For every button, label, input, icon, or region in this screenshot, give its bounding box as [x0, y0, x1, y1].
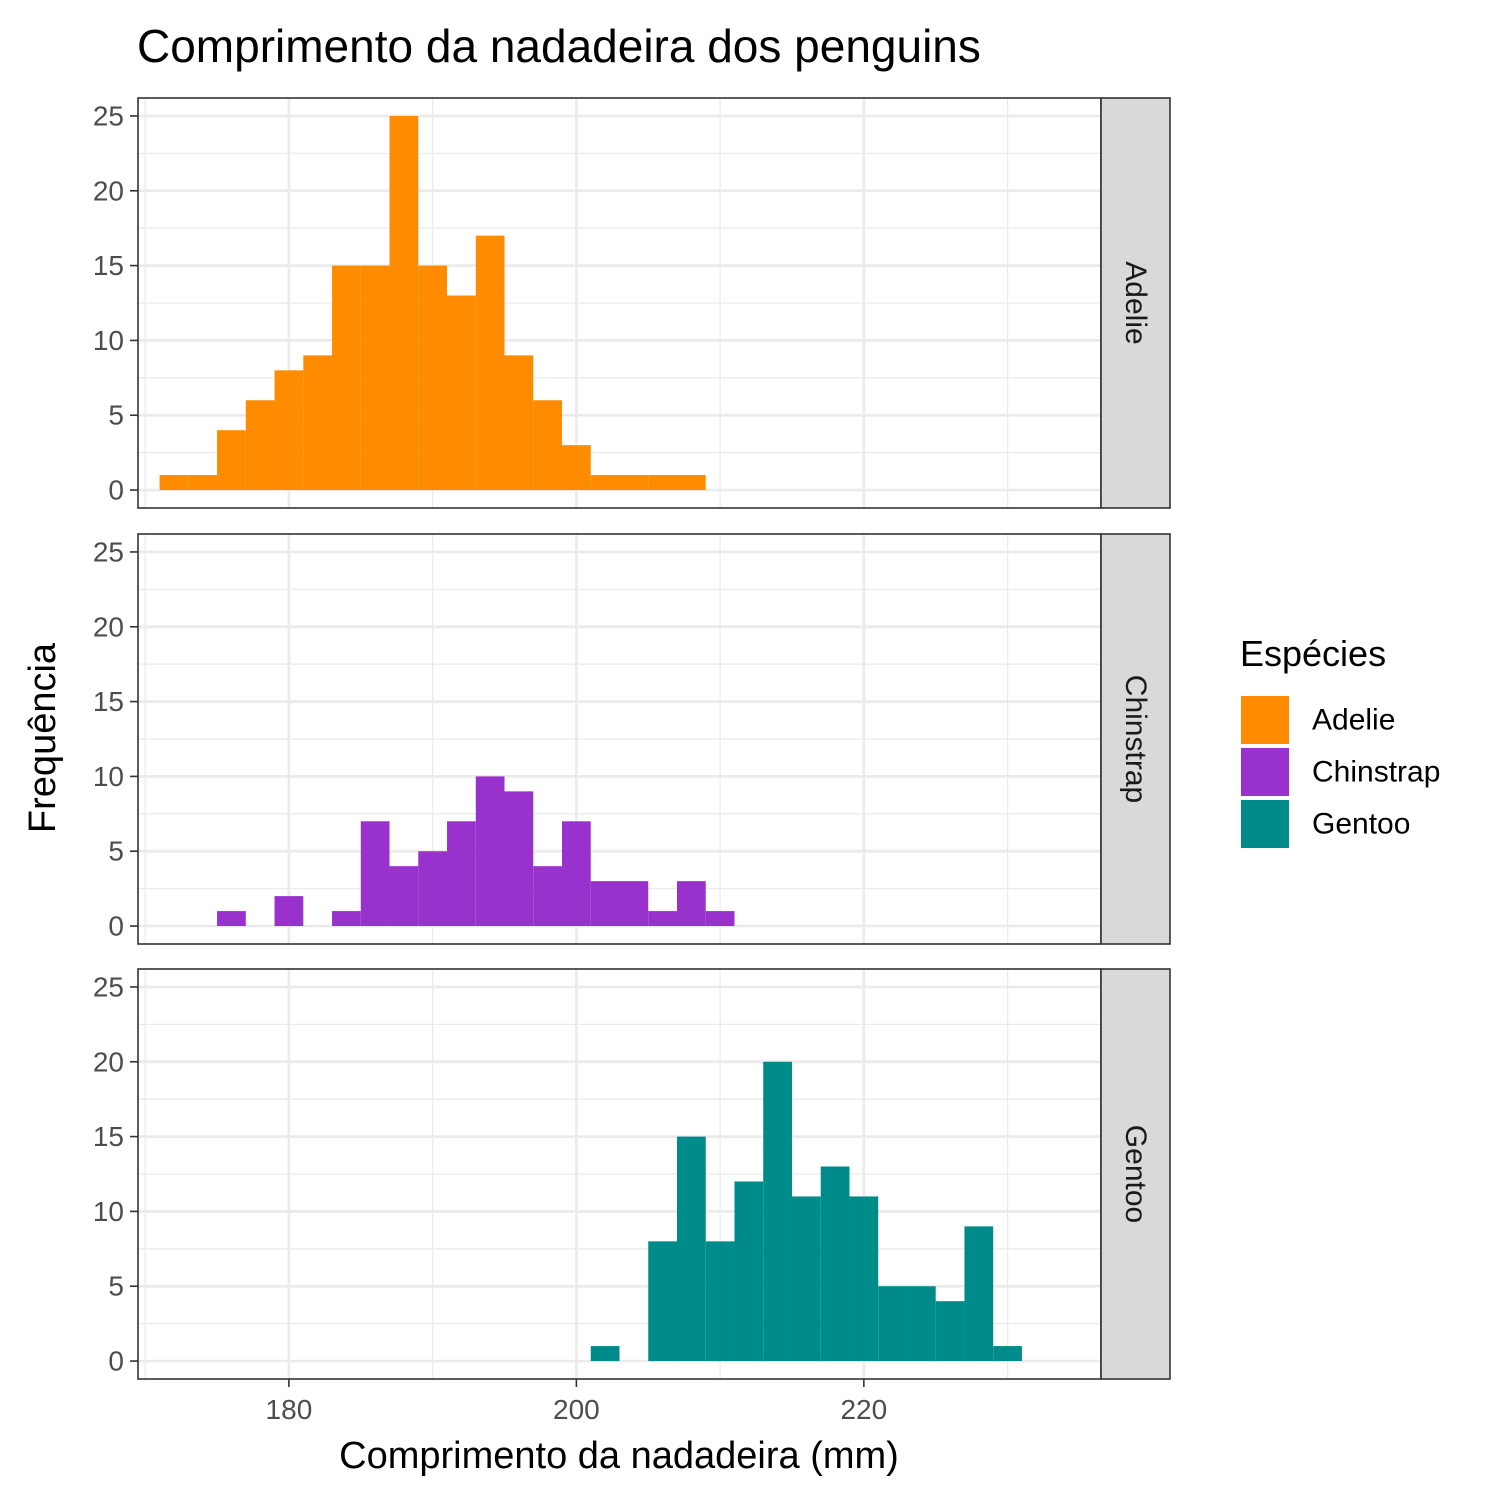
histogram-bar: [590, 881, 620, 927]
histogram-bar: [849, 1196, 879, 1362]
histogram-bar: [418, 265, 448, 491]
y-tick-label: 25: [93, 100, 124, 131]
histogram-bar: [217, 911, 246, 927]
facet-panels: Adelie0510152025Chinstrap0510152025Gento…: [93, 97, 1171, 1380]
histogram-bar: [562, 821, 591, 927]
y-tick-label: 20: [93, 611, 124, 642]
histogram-bar: [360, 265, 390, 491]
histogram-bar: [447, 295, 476, 491]
histogram-bar: [590, 1346, 620, 1362]
legend-label: Gentoo: [1312, 808, 1410, 841]
x-axis: 180 200 220: [266, 1379, 887, 1425]
histogram-bar: [763, 1061, 792, 1362]
histogram-bar: [619, 475, 649, 491]
x-axis-title: Comprimento da nadadeira (mm): [339, 1435, 899, 1477]
histogram-bar: [533, 866, 563, 927]
histogram-bar: [734, 1181, 764, 1362]
y-tick-label: 5: [108, 1271, 124, 1302]
y-tick-label: 5: [108, 400, 124, 431]
y-tick-label: 0: [108, 475, 124, 506]
histogram-bar: [906, 1286, 936, 1362]
facet-strip: [1100, 968, 1171, 1380]
histogram-bar: [705, 1241, 735, 1362]
facet-strip-label: Adelie: [1119, 261, 1152, 344]
histogram-bar: [676, 1136, 706, 1362]
chart-title: Comprimento da nadadeira dos penguins: [137, 20, 981, 72]
facet-strip: [1100, 97, 1171, 509]
histogram-bar: [619, 881, 649, 927]
legend-title: Espécies: [1240, 633, 1386, 674]
facet-panel-chinstrap: Chinstrap 0 5 10 15 20 25: [93, 533, 1171, 945]
histogram-bar: [562, 445, 591, 491]
legend-swatch: [1241, 748, 1289, 796]
y-tick-label: 15: [93, 686, 124, 717]
histogram-bar: [705, 911, 735, 927]
y-tick-label: 20: [93, 1046, 124, 1077]
histogram-bar: [676, 475, 706, 491]
histogram-bar: [964, 1226, 994, 1362]
y-tick-label: 25: [93, 536, 124, 567]
histogram-bar: [332, 911, 361, 927]
histogram-bar: [935, 1301, 965, 1362]
x-tick-label: 180: [266, 1394, 313, 1425]
histogram-bar: [878, 1286, 907, 1362]
histogram-bar: [332, 265, 361, 491]
y-tick-label: 5: [108, 836, 124, 867]
histogram-bar: [217, 430, 246, 491]
facet-panel-gentoo: Gentoo 0 5 10 15 20 25: [93, 968, 1171, 1380]
legend-swatch: [1241, 800, 1289, 848]
y-tick-label: 25: [93, 971, 124, 1002]
y-tick-label: 0: [108, 911, 124, 942]
histogram-bar: [159, 475, 189, 491]
histogram-bar: [475, 235, 505, 491]
legend-swatch: [1241, 696, 1289, 744]
histogram-bar: [791, 1196, 821, 1362]
facet-strip-label: Chinstrap: [1119, 675, 1152, 803]
histogram-bar: [360, 821, 390, 927]
facet-strip: [1100, 533, 1171, 945]
facet-strip-label: Gentoo: [1119, 1125, 1152, 1223]
histogram-bar: [245, 400, 275, 491]
histogram-bar: [303, 355, 333, 491]
histogram-bar: [274, 370, 304, 491]
legend: Espécies Adelie Chinstrap Gentoo: [1240, 633, 1440, 848]
y-tick-label: 15: [93, 250, 124, 281]
x-tick-label: 220: [840, 1394, 887, 1425]
histogram-bar: [648, 911, 677, 927]
histogram-bar: [389, 115, 419, 491]
histogram-bar: [188, 475, 218, 491]
histogram-bar: [475, 776, 505, 927]
legend-label: Chinstrap: [1312, 756, 1440, 789]
y-tick-label: 20: [93, 175, 124, 206]
histogram-bar: [590, 475, 620, 491]
legend-label: Adelie: [1312, 704, 1395, 737]
y-axis-title: Frequência: [22, 642, 64, 833]
facet-panel-adelie: Adelie 0 5 10 15 20 25: [93, 97, 1171, 509]
y-tick-label: 10: [93, 1196, 124, 1227]
histogram-bar: [274, 896, 304, 927]
histogram-bar: [676, 881, 706, 927]
y-tick-label: 0: [108, 1346, 124, 1377]
histogram-bar: [504, 791, 534, 927]
y-tick-label: 10: [93, 761, 124, 792]
y-tick-label: 15: [93, 1121, 124, 1152]
histogram-bar: [993, 1346, 1022, 1362]
histogram-bar: [447, 821, 476, 927]
histogram-bar: [533, 400, 563, 491]
x-tick-label: 200: [553, 1394, 600, 1425]
histogram-bar: [418, 851, 448, 927]
histogram-bar: [820, 1166, 850, 1362]
y-tick-label: 10: [93, 325, 124, 356]
histogram-bar: [648, 475, 677, 491]
histogram-bar: [648, 1241, 677, 1362]
histogram-bar: [504, 355, 534, 491]
histogram-bar: [389, 866, 419, 927]
